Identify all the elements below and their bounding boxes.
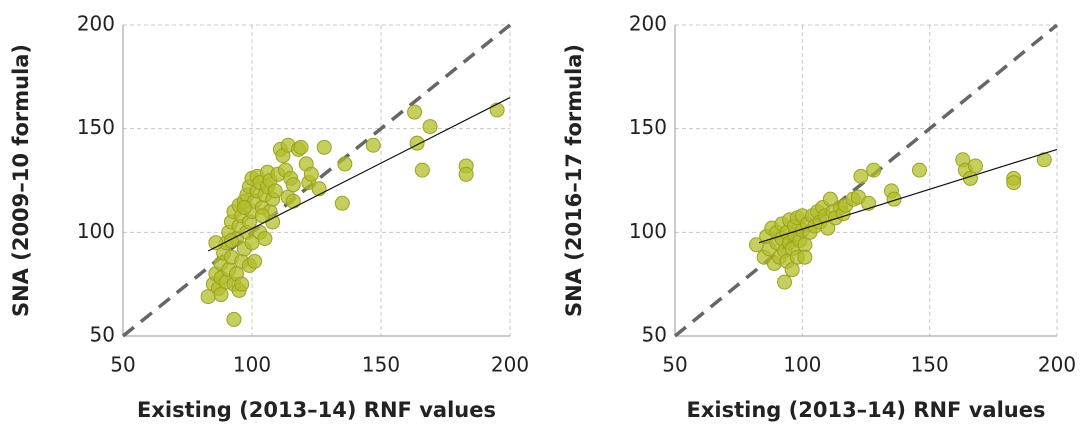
reference-line — [673, 23, 1059, 338]
point — [1006, 175, 1022, 191]
point — [407, 104, 423, 120]
reference-line — [121, 23, 512, 338]
y-tick-label: 100 — [629, 219, 667, 243]
y-axis-title: SNA (2016–17 formula) — [562, 44, 586, 317]
x-axis-title: Existing (2013–14) RNF values — [137, 398, 496, 422]
point — [236, 199, 252, 215]
y-tick-label: 150 — [629, 115, 667, 139]
point — [422, 119, 438, 135]
point — [316, 139, 332, 155]
point — [489, 102, 505, 118]
point — [254, 208, 270, 224]
x-tick-label: 200 — [491, 353, 529, 377]
point — [797, 249, 813, 265]
x-tick-label: 150 — [911, 353, 949, 377]
y-tick-label: 150 — [77, 115, 115, 139]
y-tick-label: 50 — [90, 323, 115, 347]
x-tick-label: 150 — [362, 353, 400, 377]
point — [234, 276, 250, 292]
point — [247, 253, 263, 269]
trend-line — [207, 97, 511, 252]
x-tick-label: 200 — [1038, 353, 1076, 377]
y-tick-label: 50 — [642, 323, 667, 347]
point — [886, 191, 902, 207]
point — [257, 231, 273, 247]
point — [285, 193, 301, 209]
point — [285, 177, 301, 193]
point — [784, 262, 800, 278]
x-tick-label: 100 — [233, 353, 271, 377]
y-axis-title: SNA (2009–10 formula) — [9, 44, 33, 317]
point — [303, 166, 319, 182]
point — [968, 158, 984, 174]
point — [797, 237, 813, 253]
point — [226, 311, 242, 327]
x-axis-title: Existing (2013–14) RNF values — [687, 398, 1046, 422]
point — [414, 162, 430, 178]
point — [293, 139, 309, 155]
x-tick-label: 50 — [110, 353, 135, 377]
point — [267, 183, 283, 199]
point — [311, 181, 327, 197]
trend-line — [758, 148, 1058, 244]
y-tick-label: 200 — [77, 12, 115, 36]
point — [777, 274, 793, 290]
point — [223, 233, 239, 249]
point — [409, 135, 425, 151]
point — [334, 195, 350, 211]
x-tick-label: 50 — [662, 353, 687, 377]
y-tick-label: 200 — [629, 12, 667, 36]
y-tick-label: 100 — [77, 219, 115, 243]
point — [208, 235, 224, 251]
point — [866, 162, 882, 178]
point — [911, 162, 927, 178]
point — [458, 166, 474, 182]
point — [337, 156, 353, 172]
point — [213, 287, 229, 303]
x-tick-label: 100 — [783, 353, 821, 377]
point — [853, 168, 869, 184]
point — [365, 137, 381, 153]
